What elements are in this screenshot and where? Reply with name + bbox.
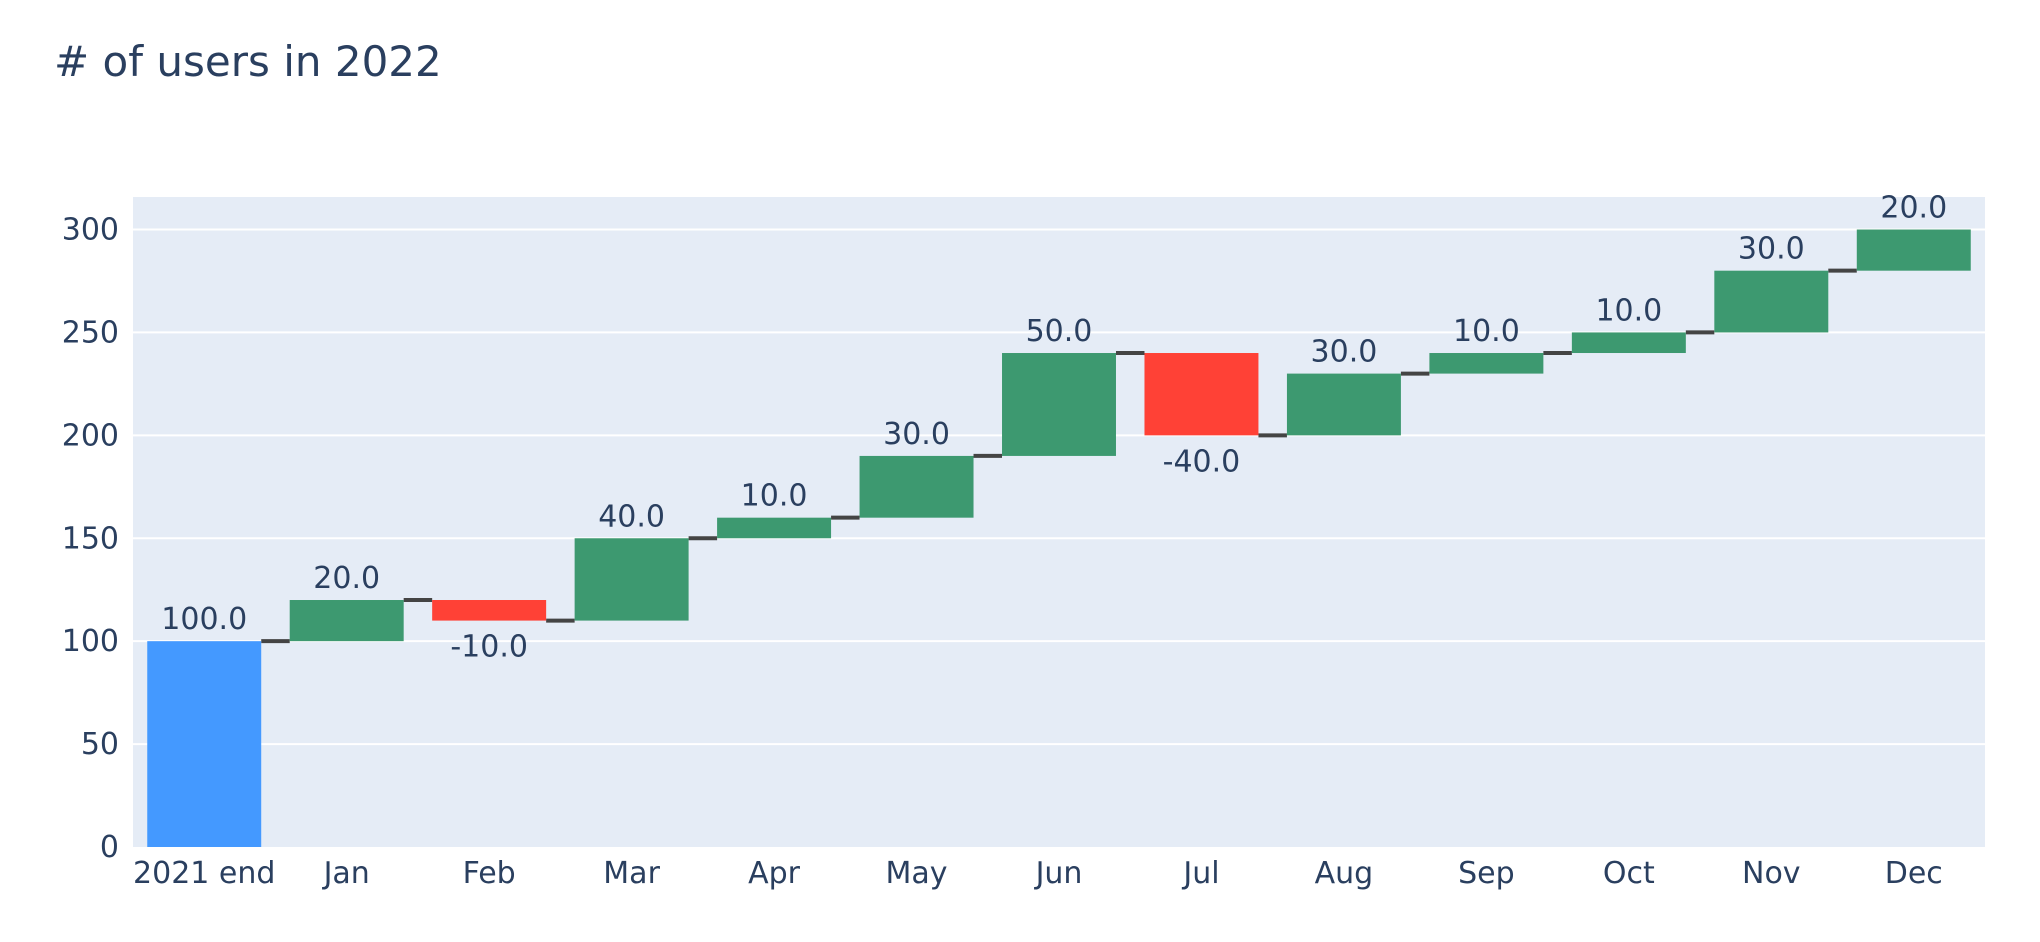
data-label: 100.0 bbox=[161, 602, 247, 637]
data-label: 20.0 bbox=[1880, 191, 1947, 226]
x-tick-label: Jul bbox=[1181, 856, 1219, 891]
x-axis: 2021 end Jan Feb Mar Apr May Jun Jul Aug Sep Oct No… bbox=[133, 856, 1943, 891]
bar-2021-end bbox=[147, 641, 262, 847]
bar-sep bbox=[1429, 353, 1544, 374]
bar-mar bbox=[574, 538, 689, 621]
x-tick-label: Jun bbox=[1034, 856, 1083, 891]
y-tick-label: 50 bbox=[81, 727, 119, 762]
data-label: -10.0 bbox=[450, 630, 528, 665]
data-label: -40.0 bbox=[1163, 444, 1241, 479]
y-tick-label: 200 bbox=[62, 418, 119, 453]
connectors bbox=[261, 268, 1857, 644]
plot-area bbox=[133, 197, 1985, 847]
y-tick-label: 300 bbox=[62, 213, 119, 248]
bar-nov bbox=[1714, 270, 1829, 333]
x-tick-label: Apr bbox=[748, 856, 801, 891]
data-label: 10.0 bbox=[1453, 314, 1520, 349]
data-label: 10.0 bbox=[741, 479, 808, 514]
y-tick-label: 0 bbox=[100, 830, 119, 865]
y-axis: 0 50 100 150 200 250 300 bbox=[62, 213, 119, 865]
x-tick-label: Mar bbox=[603, 856, 660, 891]
bar-feb bbox=[432, 600, 547, 621]
x-tick-label: Oct bbox=[1603, 856, 1655, 891]
x-tick-label: 2021 end bbox=[133, 856, 275, 891]
x-tick-label: Sep bbox=[1458, 856, 1515, 891]
x-tick-label: Nov bbox=[1742, 856, 1801, 891]
x-tick-label: Jan bbox=[322, 856, 370, 891]
data-label: 40.0 bbox=[598, 499, 665, 534]
data-label: 10.0 bbox=[1595, 293, 1662, 328]
bar-may bbox=[859, 455, 974, 518]
x-tick-label: May bbox=[886, 856, 948, 891]
x-tick-label: Dec bbox=[1885, 856, 1943, 891]
data-label: 20.0 bbox=[313, 561, 380, 596]
data-labels: 100.0 20.0 -10.0 40.0 10.0 30.0 50.0 -40.0 30.0 1… bbox=[161, 191, 1947, 665]
data-label: 30.0 bbox=[883, 417, 950, 452]
gridlines bbox=[133, 228, 1985, 746]
bar-oct bbox=[1571, 332, 1686, 354]
bar-dec bbox=[1856, 229, 1971, 271]
bar-jan bbox=[289, 600, 404, 642]
data-label: 50.0 bbox=[1026, 314, 1093, 349]
bar-jun bbox=[1002, 353, 1116, 456]
x-tick-label: Aug bbox=[1315, 856, 1374, 891]
y-tick-label: 100 bbox=[62, 624, 119, 659]
data-label: 30.0 bbox=[1738, 232, 1805, 267]
y-tick-label: 150 bbox=[62, 521, 119, 556]
x-tick-label: Feb bbox=[463, 856, 516, 891]
bar-jul bbox=[1144, 353, 1259, 436]
data-label: 30.0 bbox=[1311, 335, 1378, 370]
bar-aug bbox=[1286, 373, 1401, 436]
y-tick-label: 250 bbox=[62, 315, 119, 350]
bars bbox=[147, 229, 1971, 847]
bar-apr bbox=[717, 517, 832, 539]
chart-title: # of users in 2022 bbox=[54, 37, 442, 86]
